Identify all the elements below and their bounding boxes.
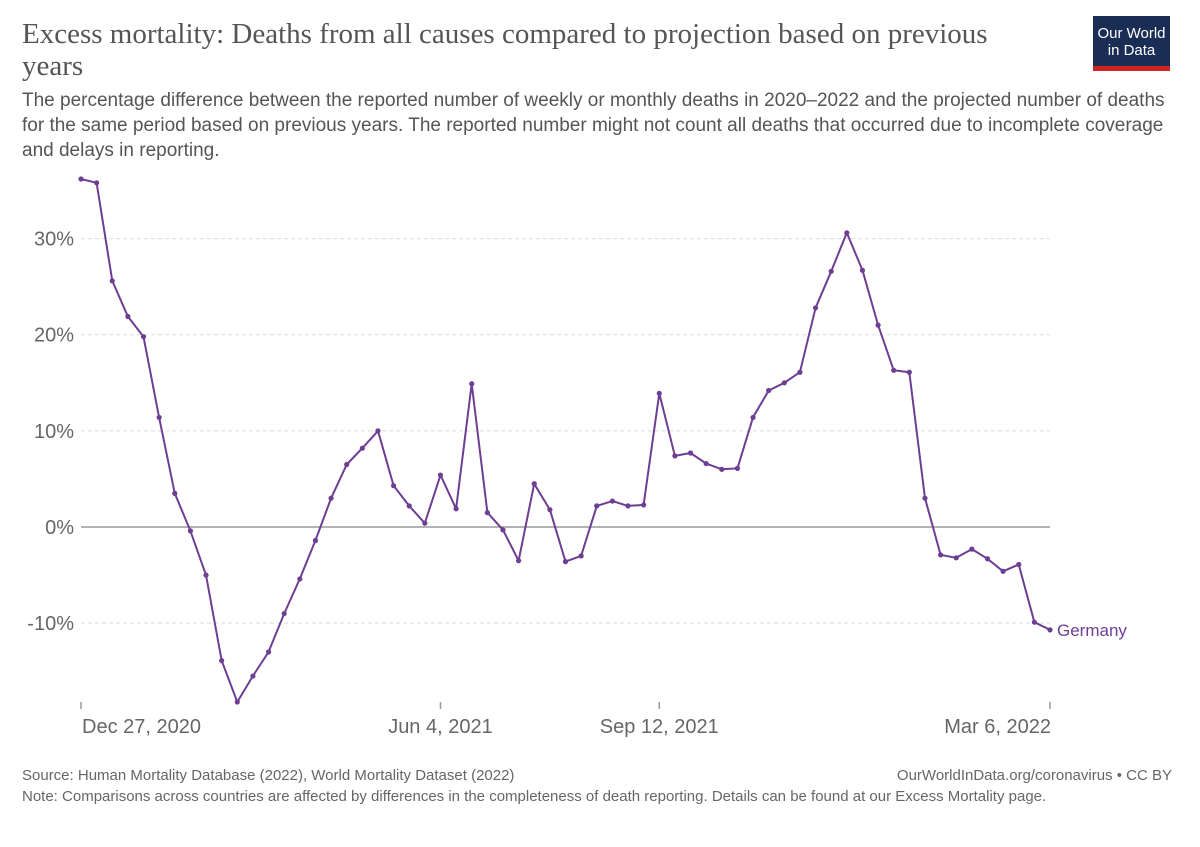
data-point [531,481,537,487]
chart-subtitle: The percentage difference between the re… [22,90,1165,161]
data-point [203,572,209,578]
data-point [297,576,303,582]
data-point [156,414,162,421]
data-point [766,387,772,394]
note-text: Note: Comparisons across countries are a… [22,788,1047,805]
data-point [312,537,319,544]
data-point [1047,627,1053,633]
grid-lines [81,238,1050,624]
data-point [859,267,866,273]
data-point [750,414,756,421]
logo-line-2: in Data [1107,42,1156,59]
data-point [953,555,959,561]
owid-logo[interactable]: Our World in Data [1093,16,1170,71]
data-point [109,278,115,284]
y-tick-label: 10% [34,421,74,443]
data-point [797,369,803,375]
data-point [250,673,256,679]
data-point [625,503,631,509]
data-point [984,556,991,562]
data-point [359,445,365,451]
data-point [1031,619,1037,625]
data-point [125,313,131,320]
data-point [891,367,897,373]
data-point [609,498,615,504]
x-tick-label: Jun 4, 2021 [388,716,493,738]
data-point [328,495,334,501]
x-tick-label: Mar 6, 2022 [944,716,1051,738]
x-tick-label: Dec 27, 2020 [82,716,201,738]
data-point [375,428,381,434]
data-point [281,610,287,617]
x-tick-label: Sep 12, 2021 [600,716,719,738]
data-point [812,305,819,311]
data-point [344,461,350,468]
y-tick-label: -10% [27,613,74,635]
y-tick-label: 30% [34,229,74,251]
data-point [140,334,147,340]
data-point [703,460,709,467]
data-point [781,380,787,386]
data-point [219,658,225,664]
data-point [1000,568,1006,574]
data-point [94,180,100,186]
data-point [1016,561,1022,568]
data-point [656,390,662,396]
data-point [234,699,240,705]
data-point [828,268,834,274]
source-text: Source: Human Mortality Database (2022),… [22,767,515,784]
data-point [172,490,178,496]
data-point [672,453,678,459]
y-axis-ticks: 30% 20% 10% 0% -10% [27,229,74,636]
data-point [562,559,569,565]
data-point [844,230,850,236]
data-point [937,552,944,558]
data-point [719,466,725,472]
data-point [594,503,600,509]
data-point [641,502,647,508]
data-point [922,495,928,501]
y-tick-label: 20% [34,325,74,347]
chart-title: Excess mortality: Deaths from all causes… [22,18,988,82]
data-point [187,528,194,534]
series-label: Germany [1057,621,1127,640]
data-point [516,558,522,564]
data-point [969,546,975,552]
data-point [484,510,490,516]
x-axis: Dec 27, 2020 Jun 4, 2021 Sep 12, 2021 Mar 6… [80,702,1051,738]
data-point [687,450,694,456]
data-point [453,506,459,512]
credit-link[interactable]: OurWorldInData.org/coronavirus • CC BY [896,767,1172,784]
data-point [406,503,412,509]
data-point [437,472,444,478]
data-point [547,507,553,513]
data-point [390,483,397,489]
data-point [500,527,506,533]
data-point [469,381,475,387]
data-point [578,553,584,559]
data-point [78,176,84,182]
data-point [422,520,428,526]
data-point [906,369,912,375]
logo-line-1: Our World [1097,25,1166,42]
data-point [265,649,272,655]
data-point [734,465,741,471]
y-tick-label: 0% [45,517,74,539]
series-layer: Germany [78,176,1127,705]
data-point [875,322,881,328]
